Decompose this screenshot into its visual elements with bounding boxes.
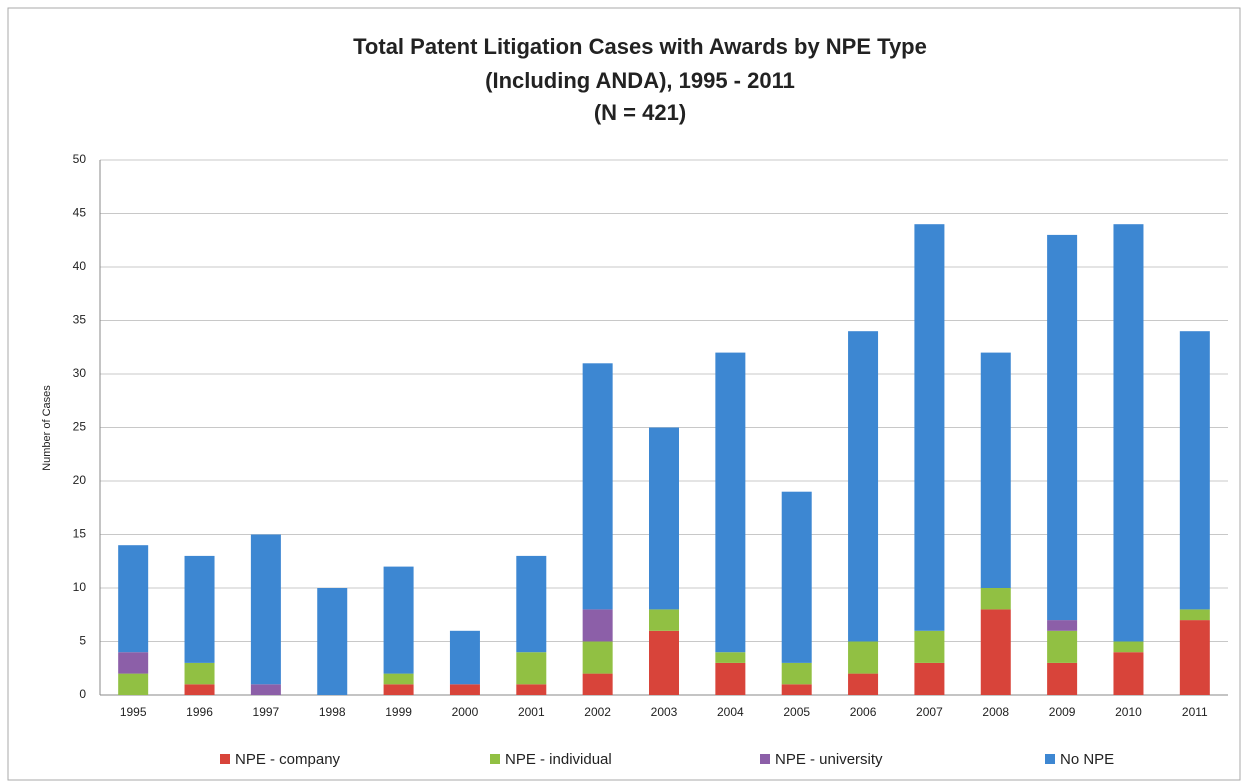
bar-segment xyxy=(1179,620,1210,695)
bar-segment xyxy=(980,588,1011,610)
y-tick-label: 40 xyxy=(73,259,87,273)
bar-segment xyxy=(848,673,879,695)
bar-segment xyxy=(449,684,480,695)
bar-segment xyxy=(914,630,945,663)
bar-segment xyxy=(383,566,414,674)
y-tick-label: 30 xyxy=(73,366,87,380)
x-tick-label: 2003 xyxy=(651,705,678,719)
y-axis-label: Number of Cases xyxy=(41,385,53,471)
bar-segment xyxy=(516,555,547,653)
bar-segment xyxy=(781,491,812,663)
bar-segment xyxy=(383,673,414,685)
x-tick-label: 2010 xyxy=(1115,705,1142,719)
bar-segment xyxy=(1047,662,1078,695)
x-tick-label: 2011 xyxy=(1182,705,1208,719)
y-tick-label: 0 xyxy=(79,687,86,701)
y-tick-label: 15 xyxy=(73,527,87,541)
bar-segment xyxy=(1113,224,1144,642)
legend-label: NPE - company xyxy=(235,751,341,768)
x-tick-label: 1998 xyxy=(319,705,346,719)
bar-segment xyxy=(1113,641,1144,653)
bar-segment xyxy=(383,684,414,695)
bar-segment xyxy=(118,545,149,653)
bar-segment xyxy=(980,609,1011,695)
x-tick-label: 2007 xyxy=(916,705,943,719)
bar-segment xyxy=(715,662,746,695)
y-tick-label: 10 xyxy=(73,580,87,594)
x-tick-label: 2009 xyxy=(1049,705,1076,719)
x-tick-label: 2002 xyxy=(584,705,611,719)
x-tick-label: 1996 xyxy=(186,705,213,719)
bar-segment xyxy=(715,652,746,663)
bar-segment xyxy=(649,609,679,631)
bar-segment xyxy=(1047,620,1078,631)
bar-segment xyxy=(980,352,1011,588)
bar-segment xyxy=(118,673,149,695)
bar-segment xyxy=(184,662,215,685)
bar-segment xyxy=(1047,234,1078,621)
bar-segment xyxy=(449,630,480,685)
x-tick-label: 1999 xyxy=(385,705,412,719)
bar-segment xyxy=(914,662,945,695)
y-tick-label: 25 xyxy=(73,420,87,434)
y-tick-label: 20 xyxy=(73,473,87,487)
legend-swatch xyxy=(1045,754,1055,764)
bar-segment xyxy=(649,630,679,695)
x-tick-label: 1997 xyxy=(253,705,280,719)
y-tick-label: 5 xyxy=(79,634,86,648)
bar-segment xyxy=(781,684,812,695)
bar-segment xyxy=(1179,609,1210,621)
bar-segment xyxy=(516,684,547,695)
bar-segment xyxy=(250,684,281,695)
bar-segment xyxy=(914,224,945,631)
bar-segment xyxy=(1179,331,1210,610)
legend-swatch xyxy=(220,754,230,764)
legend-swatch xyxy=(490,754,500,764)
bar-segment xyxy=(1113,652,1144,695)
legend-swatch xyxy=(760,754,770,764)
chart-title: Total Patent Litigation Cases with Award… xyxy=(353,34,927,59)
bar-segment xyxy=(1047,630,1078,663)
x-tick-label: 2004 xyxy=(717,705,744,719)
bar-segment xyxy=(184,684,215,695)
chart-title: (Including ANDA), 1995 - 2011 xyxy=(485,68,795,93)
bar-segment xyxy=(582,363,613,610)
x-tick-label: 2001 xyxy=(518,705,545,719)
bar-segment xyxy=(848,641,879,674)
bar-segment xyxy=(118,652,149,674)
bar-segment xyxy=(649,427,679,610)
bar-segment xyxy=(184,555,215,663)
x-tick-label: 2006 xyxy=(850,705,877,719)
x-tick-label: 2000 xyxy=(452,705,479,719)
bar-segment xyxy=(582,673,613,695)
x-tick-label: 2008 xyxy=(982,705,1009,719)
bar-segment xyxy=(582,609,613,642)
y-tick-label: 45 xyxy=(73,206,87,220)
bar-segment xyxy=(516,652,547,685)
bar-segment xyxy=(781,662,812,685)
y-tick-label: 35 xyxy=(73,313,87,327)
x-tick-label: 1995 xyxy=(120,705,147,719)
bar-segment xyxy=(250,534,281,685)
legend-label: NPE - university xyxy=(775,751,883,768)
y-tick-label: 50 xyxy=(73,152,87,166)
x-tick-label: 2005 xyxy=(783,705,810,719)
bar-segment xyxy=(582,641,613,674)
chart-title: (N = 421) xyxy=(594,100,686,125)
legend-label: No NPE xyxy=(1060,751,1114,768)
bar-segment xyxy=(848,331,879,642)
bar-segment xyxy=(317,588,348,695)
bar-segment xyxy=(715,352,746,653)
legend-label: NPE - individual xyxy=(505,751,612,768)
